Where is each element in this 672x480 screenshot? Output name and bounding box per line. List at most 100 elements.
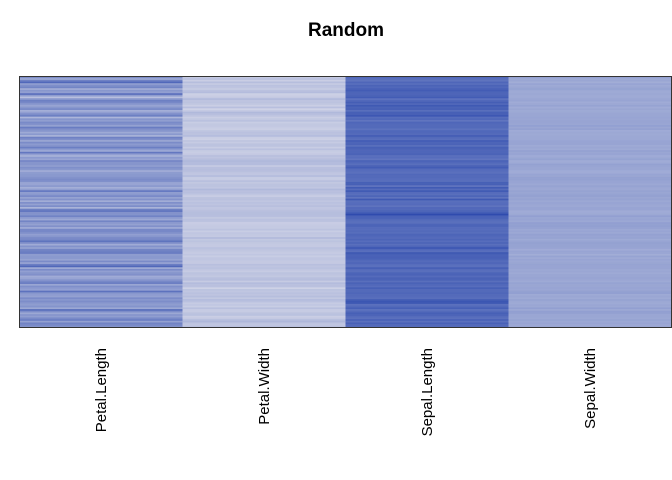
heatmap-cell bbox=[182, 304, 346, 307]
heatmap-cell bbox=[19, 196, 183, 200]
heatmap-cell bbox=[182, 243, 346, 246]
heatmap-cell bbox=[182, 242, 346, 245]
heatmap-cell bbox=[182, 196, 346, 200]
heatmap-cell bbox=[508, 180, 672, 183]
heatmap-cell bbox=[345, 210, 509, 213]
heatmap-cell bbox=[19, 81, 183, 84]
heatmap-cell bbox=[508, 161, 672, 164]
heatmap-cell bbox=[19, 238, 183, 241]
column-petal-width bbox=[182, 76, 346, 328]
heatmap-cell bbox=[345, 99, 509, 102]
heatmap-cell bbox=[345, 121, 509, 124]
heatmap-cell bbox=[508, 273, 672, 276]
heatmap-cell bbox=[508, 299, 672, 302]
heatmap-cell bbox=[508, 163, 672, 166]
heatmap-cell bbox=[19, 270, 183, 273]
heatmap-cell bbox=[19, 111, 183, 114]
heatmap-cell bbox=[19, 320, 183, 323]
heatmap-cell bbox=[345, 146, 509, 149]
heatmap-cell bbox=[19, 151, 183, 154]
heatmap-cell bbox=[19, 98, 183, 101]
heatmap-cell bbox=[182, 180, 346, 183]
heatmap-cell bbox=[19, 324, 183, 327]
heatmap-cell bbox=[345, 108, 509, 111]
heatmap-cell bbox=[182, 161, 346, 164]
heatmap-cell bbox=[508, 88, 672, 91]
heatmap-cell bbox=[19, 120, 183, 123]
heatmap-cell bbox=[182, 255, 346, 258]
heatmap-cell bbox=[345, 200, 509, 203]
heatmap-cell bbox=[19, 143, 183, 146]
heatmap-cell bbox=[345, 247, 509, 250]
heatmap-cell bbox=[19, 210, 183, 213]
heatmap-cell bbox=[345, 257, 509, 260]
heatmap-cell bbox=[508, 295, 672, 298]
heatmap-cell bbox=[19, 230, 183, 233]
heatmap-cell bbox=[508, 173, 672, 176]
heatmap-cell bbox=[19, 79, 183, 82]
heatmap-cell bbox=[182, 176, 346, 179]
heatmap-cell bbox=[182, 258, 346, 261]
heatmap-cell bbox=[345, 190, 509, 193]
heatmap-cell bbox=[508, 205, 672, 208]
heatmap-cell bbox=[508, 78, 672, 81]
x-tick-label: Petal.Width bbox=[256, 348, 273, 425]
heatmap-cell bbox=[182, 99, 346, 102]
heatmap-cell bbox=[182, 93, 346, 96]
heatmap-cell bbox=[508, 300, 672, 303]
heatmap-cell bbox=[345, 215, 509, 218]
heatmap-cell bbox=[19, 125, 183, 128]
heatmap-cell bbox=[19, 223, 183, 226]
heatmap-cell bbox=[345, 123, 509, 126]
heatmap-cell bbox=[182, 190, 346, 193]
heatmap-cell bbox=[182, 138, 346, 141]
heatmap-cell bbox=[182, 84, 346, 87]
heatmap-cell bbox=[19, 202, 183, 205]
heatmap-cell bbox=[19, 275, 183, 278]
heatmap-cell bbox=[508, 196, 672, 200]
heatmap-cell bbox=[508, 208, 672, 211]
heatmap-cell bbox=[508, 257, 672, 260]
heatmap-cell bbox=[19, 247, 183, 250]
heatmap-cell bbox=[345, 304, 509, 307]
heatmap-cell bbox=[182, 143, 346, 146]
heatmap-cell bbox=[182, 200, 346, 203]
heatmap-cell bbox=[508, 131, 672, 134]
heatmap-cell bbox=[345, 223, 509, 226]
heatmap-cell bbox=[19, 304, 183, 307]
heatmap-cell bbox=[182, 222, 346, 225]
heatmap-cell bbox=[345, 213, 509, 216]
heatmap-cell bbox=[19, 248, 183, 251]
heatmap-cell bbox=[345, 299, 509, 302]
heatmap-cell bbox=[19, 218, 183, 221]
heatmap-cell bbox=[508, 305, 672, 308]
heatmap-cell bbox=[345, 322, 509, 325]
heatmap-cell bbox=[19, 138, 183, 141]
heatmap-cell bbox=[19, 163, 183, 166]
heatmap-cell bbox=[508, 79, 672, 82]
heatmap-cell bbox=[345, 83, 509, 86]
heatmap-cell bbox=[508, 136, 672, 139]
heatmap-cell bbox=[19, 255, 183, 258]
heatmap-cell bbox=[182, 253, 346, 256]
heatmap-cell bbox=[182, 275, 346, 278]
heatmap-cell bbox=[19, 225, 183, 228]
heatmap-cell bbox=[508, 217, 672, 220]
heatmap-cell bbox=[345, 125, 509, 128]
heatmap-cell bbox=[19, 289, 183, 292]
heatmap-cell bbox=[345, 225, 509, 228]
heatmap-cell bbox=[19, 104, 183, 107]
heatmap-cell bbox=[19, 212, 183, 215]
heatmap-cell bbox=[345, 228, 509, 231]
heatmap-cell bbox=[345, 118, 509, 121]
heatmap-cell bbox=[182, 257, 346, 260]
heatmap-cell bbox=[182, 203, 346, 206]
heatmap-cell bbox=[508, 86, 672, 89]
heatmap-cell bbox=[19, 310, 183, 313]
heatmap-cell bbox=[182, 302, 346, 305]
heatmap-cell bbox=[508, 215, 672, 218]
heatmap-cell bbox=[345, 103, 509, 106]
heatmap-cell bbox=[182, 225, 346, 228]
heatmap-cell bbox=[182, 238, 346, 241]
heatmap-cell bbox=[182, 268, 346, 271]
